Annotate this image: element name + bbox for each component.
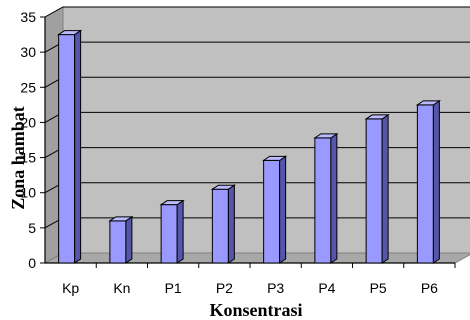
x-tick-label: P6 xyxy=(421,280,438,296)
y-tick-label: 30 xyxy=(20,44,36,60)
gridline xyxy=(44,6,470,18)
y-tick-label: 10 xyxy=(20,185,36,201)
bar-top xyxy=(56,30,83,36)
bar-top xyxy=(313,133,339,139)
bar-front xyxy=(211,188,229,264)
chart-plot-area xyxy=(43,6,470,264)
bar-front xyxy=(314,137,332,264)
x-axis-title: Konsentrasi xyxy=(209,300,302,320)
bar-P1 xyxy=(159,199,185,264)
bar-top xyxy=(108,216,134,222)
bar-front xyxy=(109,220,127,264)
y-tick-label: 15 xyxy=(20,150,36,166)
bar-side xyxy=(125,215,133,264)
y-tick-label: 35 xyxy=(20,9,36,25)
chart-bars xyxy=(56,29,442,264)
bar-side xyxy=(279,155,287,264)
bar-Kp xyxy=(56,29,83,264)
y-tick-label: 5 xyxy=(28,220,36,236)
bar-front xyxy=(263,159,281,264)
y-tick-label: 20 xyxy=(20,114,36,130)
bar-P2 xyxy=(210,184,237,264)
bar-front xyxy=(58,34,76,264)
y-axis-ticks: 0 5 10 15 20 25 30 35 xyxy=(20,9,45,271)
x-tick-label: Kp xyxy=(62,280,79,296)
bar-side xyxy=(227,184,235,264)
bar-P4 xyxy=(313,132,339,264)
bar-side xyxy=(330,132,338,264)
y-tick-label: 0 xyxy=(28,255,36,271)
x-tick-label: Kn xyxy=(113,280,130,296)
bar-side xyxy=(381,113,389,264)
bar-side xyxy=(176,199,184,264)
y-tick-label: 25 xyxy=(20,79,36,95)
bar-P5 xyxy=(364,113,390,264)
bar-P3 xyxy=(261,155,288,264)
y-axis-title: Zona hambat xyxy=(8,106,28,210)
bar-front xyxy=(160,204,178,264)
bar-top xyxy=(415,100,442,106)
bar-top xyxy=(159,200,185,206)
bar-top xyxy=(210,184,237,190)
x-tick-label: P3 xyxy=(267,280,284,296)
x-tick-label: P2 xyxy=(216,280,233,296)
bar-front xyxy=(416,104,434,264)
bar-side xyxy=(432,99,440,264)
bar-P6 xyxy=(415,99,442,264)
x-axis-ticks: Kp Kn P1 P2 P3 P4 P5 P6 xyxy=(62,263,456,296)
x-tick-label: P5 xyxy=(370,280,387,296)
x-tick-label: P1 xyxy=(165,280,182,296)
bar-front xyxy=(365,118,383,264)
x-tick-label: P4 xyxy=(318,280,335,296)
bar-top xyxy=(364,114,390,120)
floor xyxy=(43,252,470,264)
bar-top xyxy=(261,155,288,161)
bar-Kn xyxy=(108,215,134,264)
bar-side xyxy=(74,29,82,264)
